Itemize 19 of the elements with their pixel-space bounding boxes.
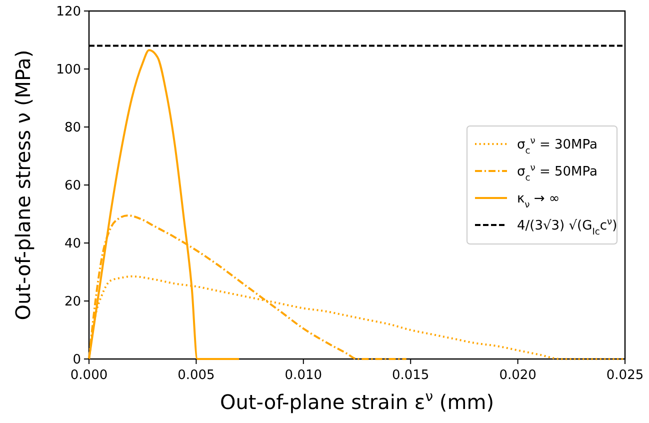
legend-label: κ$_{ν}$ → ∞ [517,192,560,211]
legend-label: σ$_{c}$$^{ν}$ = 50MPa [517,164,598,184]
y-tick-label: 40 [64,236,81,252]
x-tick-label: 0.005 [178,368,215,383]
x-axis-title: Out-of-plane strain ε$^{ν}$ (mm) [220,389,494,414]
y-tick-label: 100 [56,62,81,78]
y-tick-label: 60 [64,178,81,194]
x-tick-label: 0.000 [70,368,108,383]
x-tick-label: 0.015 [392,368,430,383]
y-tick-label: 0 [72,352,81,368]
x-tick-label: 0.010 [284,368,322,383]
y-tick-label: 120 [56,4,81,20]
y-tick-label: 20 [64,294,81,310]
x-tick-label: 0.025 [606,368,644,383]
y-tick-label: 80 [64,120,81,136]
x-tick-label: 0.020 [499,368,536,383]
y-axis-title: Out-of-plane stress ν (MPa) [11,50,35,320]
legend-label: 4/(3√3) √(G$_{Ic}$c$^{ν}$) [517,218,618,238]
legend-label: σ$_{c}$$^{ν}$ = 30MPa [517,136,598,157]
